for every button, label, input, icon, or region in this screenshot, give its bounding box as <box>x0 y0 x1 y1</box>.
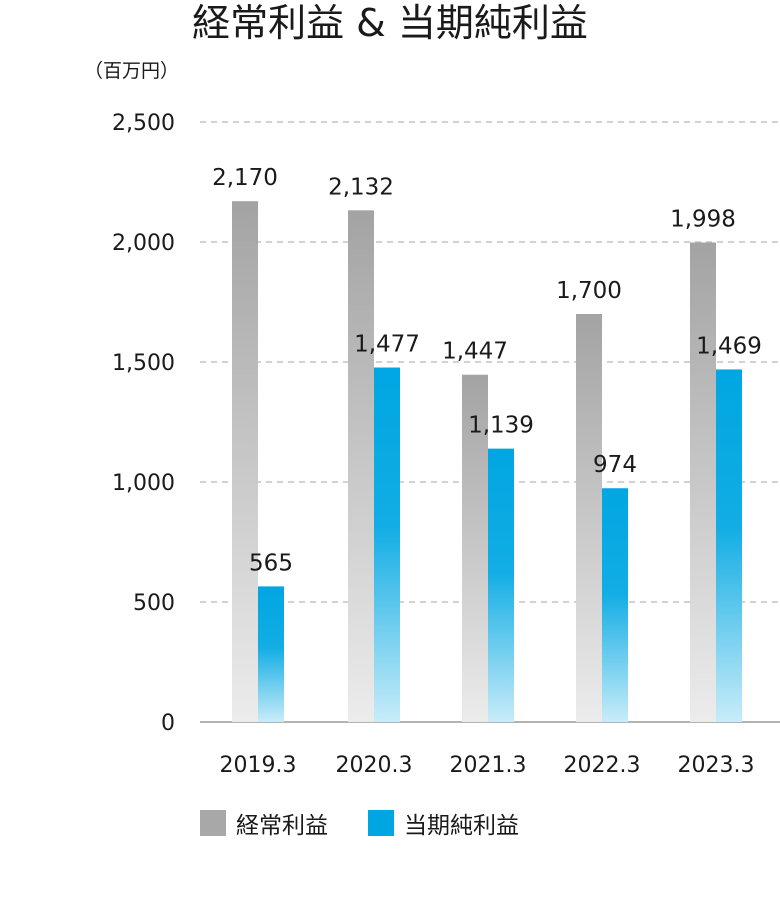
x-tick-label: 2021.3 <box>450 753 527 778</box>
bar-layer <box>232 201 742 723</box>
net-income-value-label: 1,477 <box>354 332 420 358</box>
x-tick-label: 2023.3 <box>678 753 755 778</box>
y-tick-label: 2,000 <box>112 231 175 256</box>
x-tick-label: 2022.3 <box>564 753 641 778</box>
ordinary-profit-value-label: 2,132 <box>328 174 394 200</box>
legend-item-ordinary-profit: 経常利益 <box>200 806 328 840</box>
ordinary-profit-bar <box>690 242 716 723</box>
y-tick-label: 2,500 <box>112 111 175 136</box>
net-income-bar <box>488 448 514 722</box>
legend-label-ordinary-profit: 経常利益 <box>236 813 328 839</box>
net-income-bar <box>258 586 284 722</box>
ordinary-profit-value-label: 1,447 <box>442 339 508 365</box>
y-tick-label: 1,000 <box>112 471 175 496</box>
legend-label-net-income: 当期純利益 <box>404 813 519 839</box>
net-income-bar <box>602 488 628 722</box>
y-tick-label: 500 <box>133 591 175 616</box>
legend: 経常利益 当期純利益 <box>200 806 559 840</box>
ordinary-profit-value-label: 2,170 <box>212 165 278 191</box>
ordinary-profit-bar <box>348 210 374 722</box>
ordinary-profit-bar <box>576 314 602 722</box>
legend-swatch-ordinary-profit <box>200 810 226 836</box>
unit-label: （百万円） <box>84 60 180 82</box>
net-income-value-label: 974 <box>593 452 637 478</box>
ordinary-profit-bar <box>462 374 488 722</box>
net-income-value-label: 1,139 <box>468 413 534 439</box>
net-income-bar <box>374 367 400 722</box>
ordinary-profit-value-label: 1,998 <box>670 206 736 232</box>
label-layer: 0 500 1,000 1,500 2,000 2,500 2,170 565 2019.3 2,… <box>112 111 762 778</box>
chart-title: 経常利益 & 当期純利益 <box>192 1 588 45</box>
ordinary-profit-value-label: 1,700 <box>556 278 622 304</box>
y-tick-label: 1,500 <box>112 351 175 376</box>
legend-swatch-net-income <box>368 810 394 836</box>
ordinary-profit-bar <box>232 201 258 722</box>
y-tick-label: 0 <box>161 711 175 736</box>
x-tick-label: 2020.3 <box>336 753 413 778</box>
x-tick-label: 2019.3 <box>220 753 297 778</box>
net-income-value-label: 565 <box>249 550 293 576</box>
legend-item-net-income: 当期純利益 <box>368 806 519 840</box>
net-income-bar <box>716 369 742 722</box>
net-income-value-label: 1,469 <box>696 333 762 359</box>
